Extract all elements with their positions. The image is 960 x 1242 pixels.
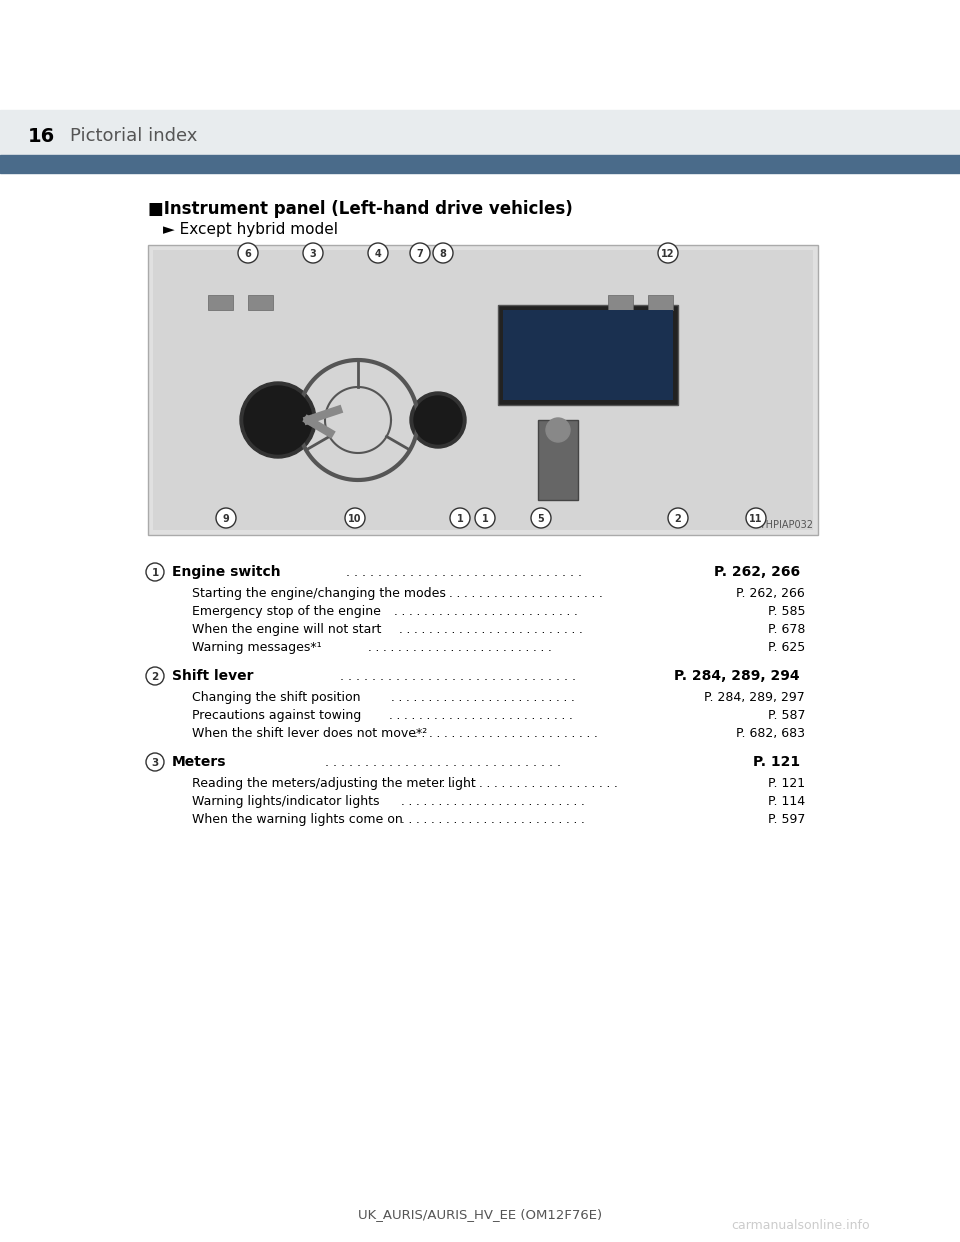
Text: . . . . . . . . . . . . . . . . . . . . . . . . . . . . . .: . . . . . . . . . . . . . . . . . . . . …: [324, 755, 564, 769]
Bar: [0, 155, 960, 173]
Circle shape: [450, 508, 470, 528]
Text: P. 121: P. 121: [768, 777, 805, 790]
Circle shape: [658, 243, 678, 263]
Text: 5: 5: [538, 514, 544, 524]
Text: When the warning lights come on: When the warning lights come on: [192, 814, 403, 826]
Text: . . . . . . . . . . . . . . . . . . . . . . . . .: . . . . . . . . . . . . . . . . . . . . …: [394, 605, 581, 619]
Text: Precautions against towing: Precautions against towing: [192, 709, 361, 722]
Circle shape: [238, 243, 258, 263]
Circle shape: [668, 508, 688, 528]
Text: P. 114: P. 114: [768, 795, 805, 809]
Circle shape: [414, 396, 462, 443]
Circle shape: [146, 753, 164, 771]
Circle shape: [433, 243, 453, 263]
Text: . . . . . . . . . . . . . . . . . . . . . . . . .: . . . . . . . . . . . . . . . . . . . . …: [391, 691, 579, 704]
Text: 6: 6: [245, 248, 252, 260]
Text: Pictorial index: Pictorial index: [70, 127, 198, 145]
Text: Starting the engine/changing the modes: Starting the engine/changing the modes: [192, 587, 445, 600]
Text: 1: 1: [152, 568, 158, 578]
Text: When the shift lever does not move*²: When the shift lever does not move*²: [192, 727, 427, 740]
Text: Reading the meters/adjusting the meter light: Reading the meters/adjusting the meter l…: [192, 777, 476, 790]
Circle shape: [240, 383, 316, 458]
Text: 3: 3: [310, 248, 317, 260]
Text: Meters: Meters: [172, 755, 227, 769]
Text: 9: 9: [223, 514, 229, 524]
Text: 3: 3: [152, 758, 158, 768]
Text: P. 597: P. 597: [768, 814, 805, 826]
Text: . . . . . . . . . . . . . . . . . . . . . . . . . . . . . .: . . . . . . . . . . . . . . . . . . . . …: [340, 669, 580, 683]
Text: Changing the shift position: Changing the shift position: [192, 691, 361, 704]
Circle shape: [546, 419, 570, 442]
Circle shape: [746, 508, 766, 528]
Circle shape: [303, 243, 323, 263]
Text: 12: 12: [661, 248, 675, 260]
Text: . . . . . . . . . . . . . . . . . . . . . . . . .: . . . . . . . . . . . . . . . . . . . . …: [368, 641, 556, 655]
Circle shape: [410, 392, 466, 448]
Text: . . . . . . . . . . . . . . . . . . . . . . . . .: . . . . . . . . . . . . . . . . . . . . …: [401, 814, 588, 826]
Text: 2: 2: [675, 514, 682, 524]
Text: 1: 1: [482, 514, 489, 524]
Text: When the engine will not start: When the engine will not start: [192, 623, 381, 636]
Circle shape: [531, 508, 551, 528]
Circle shape: [410, 243, 430, 263]
Text: Engine switch: Engine switch: [172, 565, 280, 579]
Text: UK_AURIS/AURIS_HV_EE (OM12F76E): UK_AURIS/AURIS_HV_EE (OM12F76E): [358, 1208, 602, 1221]
Text: P. 678: P. 678: [768, 623, 805, 636]
Bar: [153, 250, 813, 530]
Text: 1: 1: [457, 514, 464, 524]
Text: Emergency stop of the engine: Emergency stop of the engine: [192, 605, 381, 619]
Text: . . . . . . . . . . . . . . . . . . . . . . . . .: . . . . . . . . . . . . . . . . . . . . …: [398, 623, 587, 636]
Text: . . . . . . . . . . . . . . . . . . . . . . . . .: . . . . . . . . . . . . . . . . . . . . …: [414, 727, 602, 740]
Text: 8: 8: [440, 248, 446, 260]
Bar: [248, 296, 273, 310]
Text: ■Instrument panel (Left-hand drive vehicles): ■Instrument panel (Left-hand drive vehic…: [148, 200, 573, 219]
Text: 11: 11: [749, 514, 763, 524]
Text: ► Except hybrid model: ► Except hybrid model: [163, 222, 338, 237]
Text: P. 284, 289, 297: P. 284, 289, 297: [705, 691, 805, 704]
Circle shape: [146, 667, 164, 686]
Text: P. 284, 289, 294: P. 284, 289, 294: [674, 669, 800, 683]
Text: 7: 7: [417, 248, 423, 260]
Bar: [503, 310, 673, 400]
Bar: [148, 245, 818, 535]
Text: P. 121: P. 121: [753, 755, 800, 769]
Text: . . . . . . . . . . . . . . . . . . . . . . . . .: . . . . . . . . . . . . . . . . . . . . …: [389, 709, 576, 722]
Text: P. 625: P. 625: [768, 641, 805, 655]
Circle shape: [475, 508, 495, 528]
Circle shape: [146, 563, 164, 581]
Text: 2: 2: [152, 672, 158, 682]
Circle shape: [345, 508, 365, 528]
Text: P. 587: P. 587: [767, 709, 805, 722]
Text: . . . . . . . . . . . . . . . . . . . . . . . . .: . . . . . . . . . . . . . . . . . . . . …: [435, 777, 622, 790]
Text: Warning messages*¹: Warning messages*¹: [192, 641, 322, 655]
Text: P. 262, 266: P. 262, 266: [714, 565, 800, 579]
Text: CTHPIAP032: CTHPIAP032: [753, 520, 813, 530]
Text: 10: 10: [348, 514, 362, 524]
Bar: [0, 111, 960, 155]
Text: P. 585: P. 585: [767, 605, 805, 619]
Text: 16: 16: [28, 127, 56, 145]
Text: P. 682, 683: P. 682, 683: [736, 727, 805, 740]
Bar: [498, 306, 678, 405]
Text: 4: 4: [374, 248, 381, 260]
Bar: [208, 296, 233, 310]
Text: . . . . . . . . . . . . . . . . . . . . . . . . .: . . . . . . . . . . . . . . . . . . . . …: [401, 795, 588, 809]
Circle shape: [368, 243, 388, 263]
Bar: [608, 296, 633, 310]
Text: . . . . . . . . . . . . . . . . . . . . . . . . . . . . . .: . . . . . . . . . . . . . . . . . . . . …: [347, 565, 587, 579]
Text: P. 262, 266: P. 262, 266: [736, 587, 805, 600]
Text: carmanualsonline.info: carmanualsonline.info: [732, 1218, 870, 1232]
Text: Shift lever: Shift lever: [172, 669, 253, 683]
Circle shape: [244, 386, 312, 455]
Circle shape: [216, 508, 236, 528]
Text: . . . . . . . . . . . . . . . . . . . . . . . . .: . . . . . . . . . . . . . . . . . . . . …: [420, 587, 607, 600]
Bar: [538, 420, 578, 501]
Bar: [648, 296, 673, 310]
Text: Warning lights/indicator lights: Warning lights/indicator lights: [192, 795, 379, 809]
